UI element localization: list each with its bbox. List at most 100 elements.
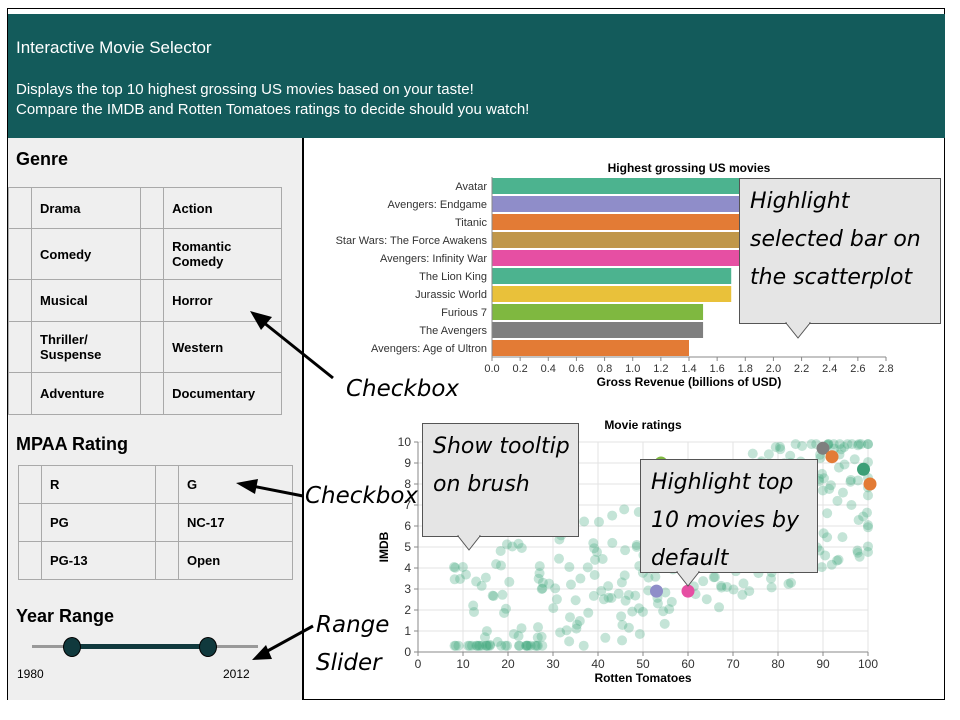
scatter-point — [588, 538, 599, 549]
scatter-point — [606, 592, 617, 603]
scatter-point — [508, 628, 519, 639]
scatter-point — [766, 582, 777, 593]
scatter-point — [797, 441, 808, 452]
scatter-point — [533, 573, 544, 584]
year-slider-min-handle[interactable] — [63, 637, 81, 657]
scatter-point — [571, 623, 582, 634]
genre-checkbox[interactable] — [140, 228, 165, 280]
scatter-point — [534, 561, 545, 572]
scatter-point — [502, 640, 513, 651]
scatter-point — [763, 449, 774, 460]
scatter-point — [728, 584, 739, 595]
scatter-point — [708, 572, 719, 583]
scatter-point — [516, 542, 527, 553]
scatter-point — [737, 589, 748, 600]
scatter-point — [637, 606, 648, 617]
scatter-point — [744, 586, 755, 597]
scatter-point — [837, 487, 848, 498]
rating-checkbox[interactable] — [18, 541, 42, 580]
scatter-point — [816, 562, 827, 573]
scatter-point — [863, 522, 873, 533]
scatter-point — [531, 640, 542, 651]
rating-label: G — [178, 465, 293, 504]
scatter-point — [856, 439, 867, 450]
scatter-point — [548, 603, 559, 614]
x-tick-label: 20 — [501, 657, 515, 671]
rating-checkbox[interactable] — [155, 465, 179, 504]
scatter-point — [785, 450, 796, 461]
scatter-point — [846, 499, 857, 510]
scatter-point — [836, 444, 847, 455]
rating-label: PG — [41, 503, 156, 542]
scatter-point — [497, 589, 508, 600]
genre-checkbox[interactable] — [8, 228, 32, 280]
genre-checkbox[interactable] — [140, 279, 165, 322]
scatter-point — [513, 538, 524, 549]
scatter-point — [530, 640, 541, 651]
y-tick-label: 7 — [404, 498, 411, 512]
scatter-point — [738, 578, 749, 589]
scatter-point — [783, 578, 794, 589]
x-tick-label: 0.8 — [597, 363, 612, 375]
scatter-point — [532, 640, 543, 651]
rating-checkbox[interactable] — [155, 541, 179, 580]
genre-label: Drama — [30, 187, 142, 229]
scatter-point — [607, 537, 618, 548]
bar — [492, 268, 732, 284]
genre-checkbox[interactable] — [140, 372, 165, 415]
rating-checkbox[interactable] — [155, 503, 179, 542]
genre-checkbox[interactable] — [140, 321, 165, 373]
scatter-point — [627, 606, 638, 617]
scatter-point — [496, 640, 507, 651]
scatter-point — [775, 444, 786, 455]
scatter-point — [487, 590, 498, 601]
scatter-chart-title: Movie ratings — [604, 418, 682, 432]
y-tick-label: 2 — [404, 603, 411, 617]
bar — [492, 322, 704, 338]
scatter-point — [533, 622, 544, 633]
scatter-point — [477, 640, 488, 651]
scatter-point — [634, 629, 645, 640]
scatter-point — [598, 594, 609, 605]
scatter-point — [501, 539, 512, 550]
y-tick-label: 9 — [404, 456, 411, 470]
rating-label: PG-13 — [41, 541, 156, 580]
description-line-1: Displays the top 10 highest grossing US … — [16, 81, 474, 98]
rating-checkbox[interactable] — [18, 465, 42, 504]
genre-label: Documentary — [163, 372, 282, 415]
scatter-point — [832, 555, 843, 566]
x-axis-title: Gross Revenue (billions of USD) — [597, 375, 782, 389]
genre-label: Horror — [163, 279, 282, 322]
bar — [492, 286, 732, 302]
scatter-point — [507, 541, 518, 552]
x-tick-label: 50 — [636, 657, 650, 671]
genre-checkbox[interactable] — [8, 279, 32, 322]
scatter-point — [709, 572, 720, 583]
scatter-point — [600, 632, 611, 643]
scatter-point — [565, 579, 576, 590]
scatter-point — [484, 639, 495, 650]
genre-checkbox[interactable] — [8, 372, 32, 415]
checkbox-annotation-2: Checkbox — [305, 483, 419, 509]
y-axis-title: IMDB — [377, 531, 391, 562]
scatter-point — [449, 574, 460, 585]
scatter-point — [616, 577, 627, 588]
scatter-point — [853, 515, 864, 526]
x-tick-label: 2.0 — [766, 363, 781, 375]
scatter-point — [714, 602, 725, 613]
scatter-point — [597, 554, 608, 565]
genre-checkbox[interactable] — [8, 321, 32, 373]
genre-checkbox[interactable] — [8, 187, 32, 229]
year-slider-max-handle[interactable] — [199, 637, 217, 657]
genre-checkbox[interactable] — [140, 187, 165, 229]
scatter-point — [863, 546, 873, 557]
rating-checkbox[interactable] — [18, 503, 42, 542]
year-max-label: 2012 — [223, 667, 250, 681]
scatter-point — [481, 640, 492, 651]
y-tick-label: 1 — [404, 624, 411, 638]
genre-title: Genre — [16, 149, 69, 169]
scatter-point — [495, 545, 506, 556]
scatter-point — [544, 578, 555, 589]
scatter-point — [488, 591, 499, 602]
scatter-point — [583, 607, 594, 618]
